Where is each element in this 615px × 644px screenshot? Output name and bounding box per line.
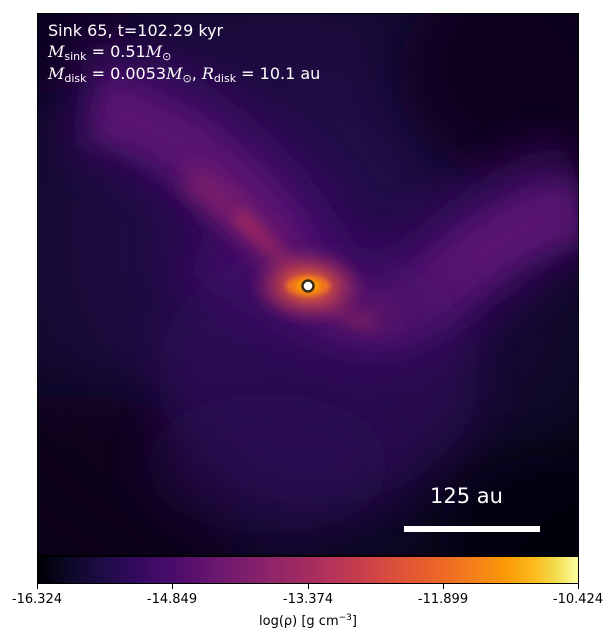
colorbar-tick-label-2: -13.374 — [282, 592, 334, 607]
colorbar-tick-4 — [578, 584, 579, 589]
colorbar-label-exponent: −3 — [338, 613, 352, 623]
disk-mass-value: = 0.0053 — [86, 64, 167, 83]
disk-mass-subscript: disk — [64, 72, 87, 85]
sink-mass-line: Msink = 0.51M⊙ — [48, 42, 171, 67]
colorbar — [37, 556, 579, 584]
colorbar-tick-0 — [37, 584, 38, 589]
disk-mass-symbol: M — [48, 64, 65, 83]
disk-radius-symbol: R — [201, 64, 214, 83]
colorbar-label-prefix: log(ρ) [g cm — [259, 614, 339, 629]
sink-mass-value: = 0.51 — [86, 42, 146, 61]
colorbar-label: log(ρ) [g cm−3] — [259, 613, 357, 629]
scale-bar — [404, 526, 540, 532]
colorbar-tick-1 — [172, 584, 173, 589]
solar-mass-symbol: M — [145, 42, 163, 61]
scale-bar-label: 125 au — [430, 484, 503, 508]
colorbar-tick-label-0: -16.324 — [11, 592, 63, 607]
sink-mass-subscript: sink — [64, 50, 87, 63]
colorbar-tick-3 — [443, 584, 444, 589]
density-map: Sink 65, t=102.29 kyr Msink = 0.51M⊙ Mdi… — [37, 13, 579, 556]
colorbar-tick-label-3: -11.899 — [417, 592, 469, 607]
sink-mass-symbol: M — [48, 42, 65, 61]
density-map-image — [38, 14, 578, 555]
colorbar-label-suffix: ] — [351, 614, 357, 629]
disk-radius-subscript: disk — [213, 72, 237, 85]
colorbar-tick-label-4: -10.424 — [552, 592, 604, 607]
sink-marker — [301, 279, 315, 293]
disk-radius-value: = 10.1 au — [236, 64, 321, 83]
solar-mass-subscript-2: ⊙ — [182, 72, 192, 85]
solar-mass-symbol-2: M — [166, 64, 183, 83]
sink-title: Sink 65, t=102.29 kyr — [48, 21, 224, 40]
colorbar-tick-2 — [308, 584, 309, 589]
colorbar-tick-label-1: -14.849 — [146, 592, 198, 607]
disk-line: Mdisk = 0.0053M⊙, Rdisk = 10.1 au — [48, 64, 320, 89]
solar-mass-subscript: ⊙ — [162, 50, 172, 63]
separator: , — [191, 64, 202, 83]
